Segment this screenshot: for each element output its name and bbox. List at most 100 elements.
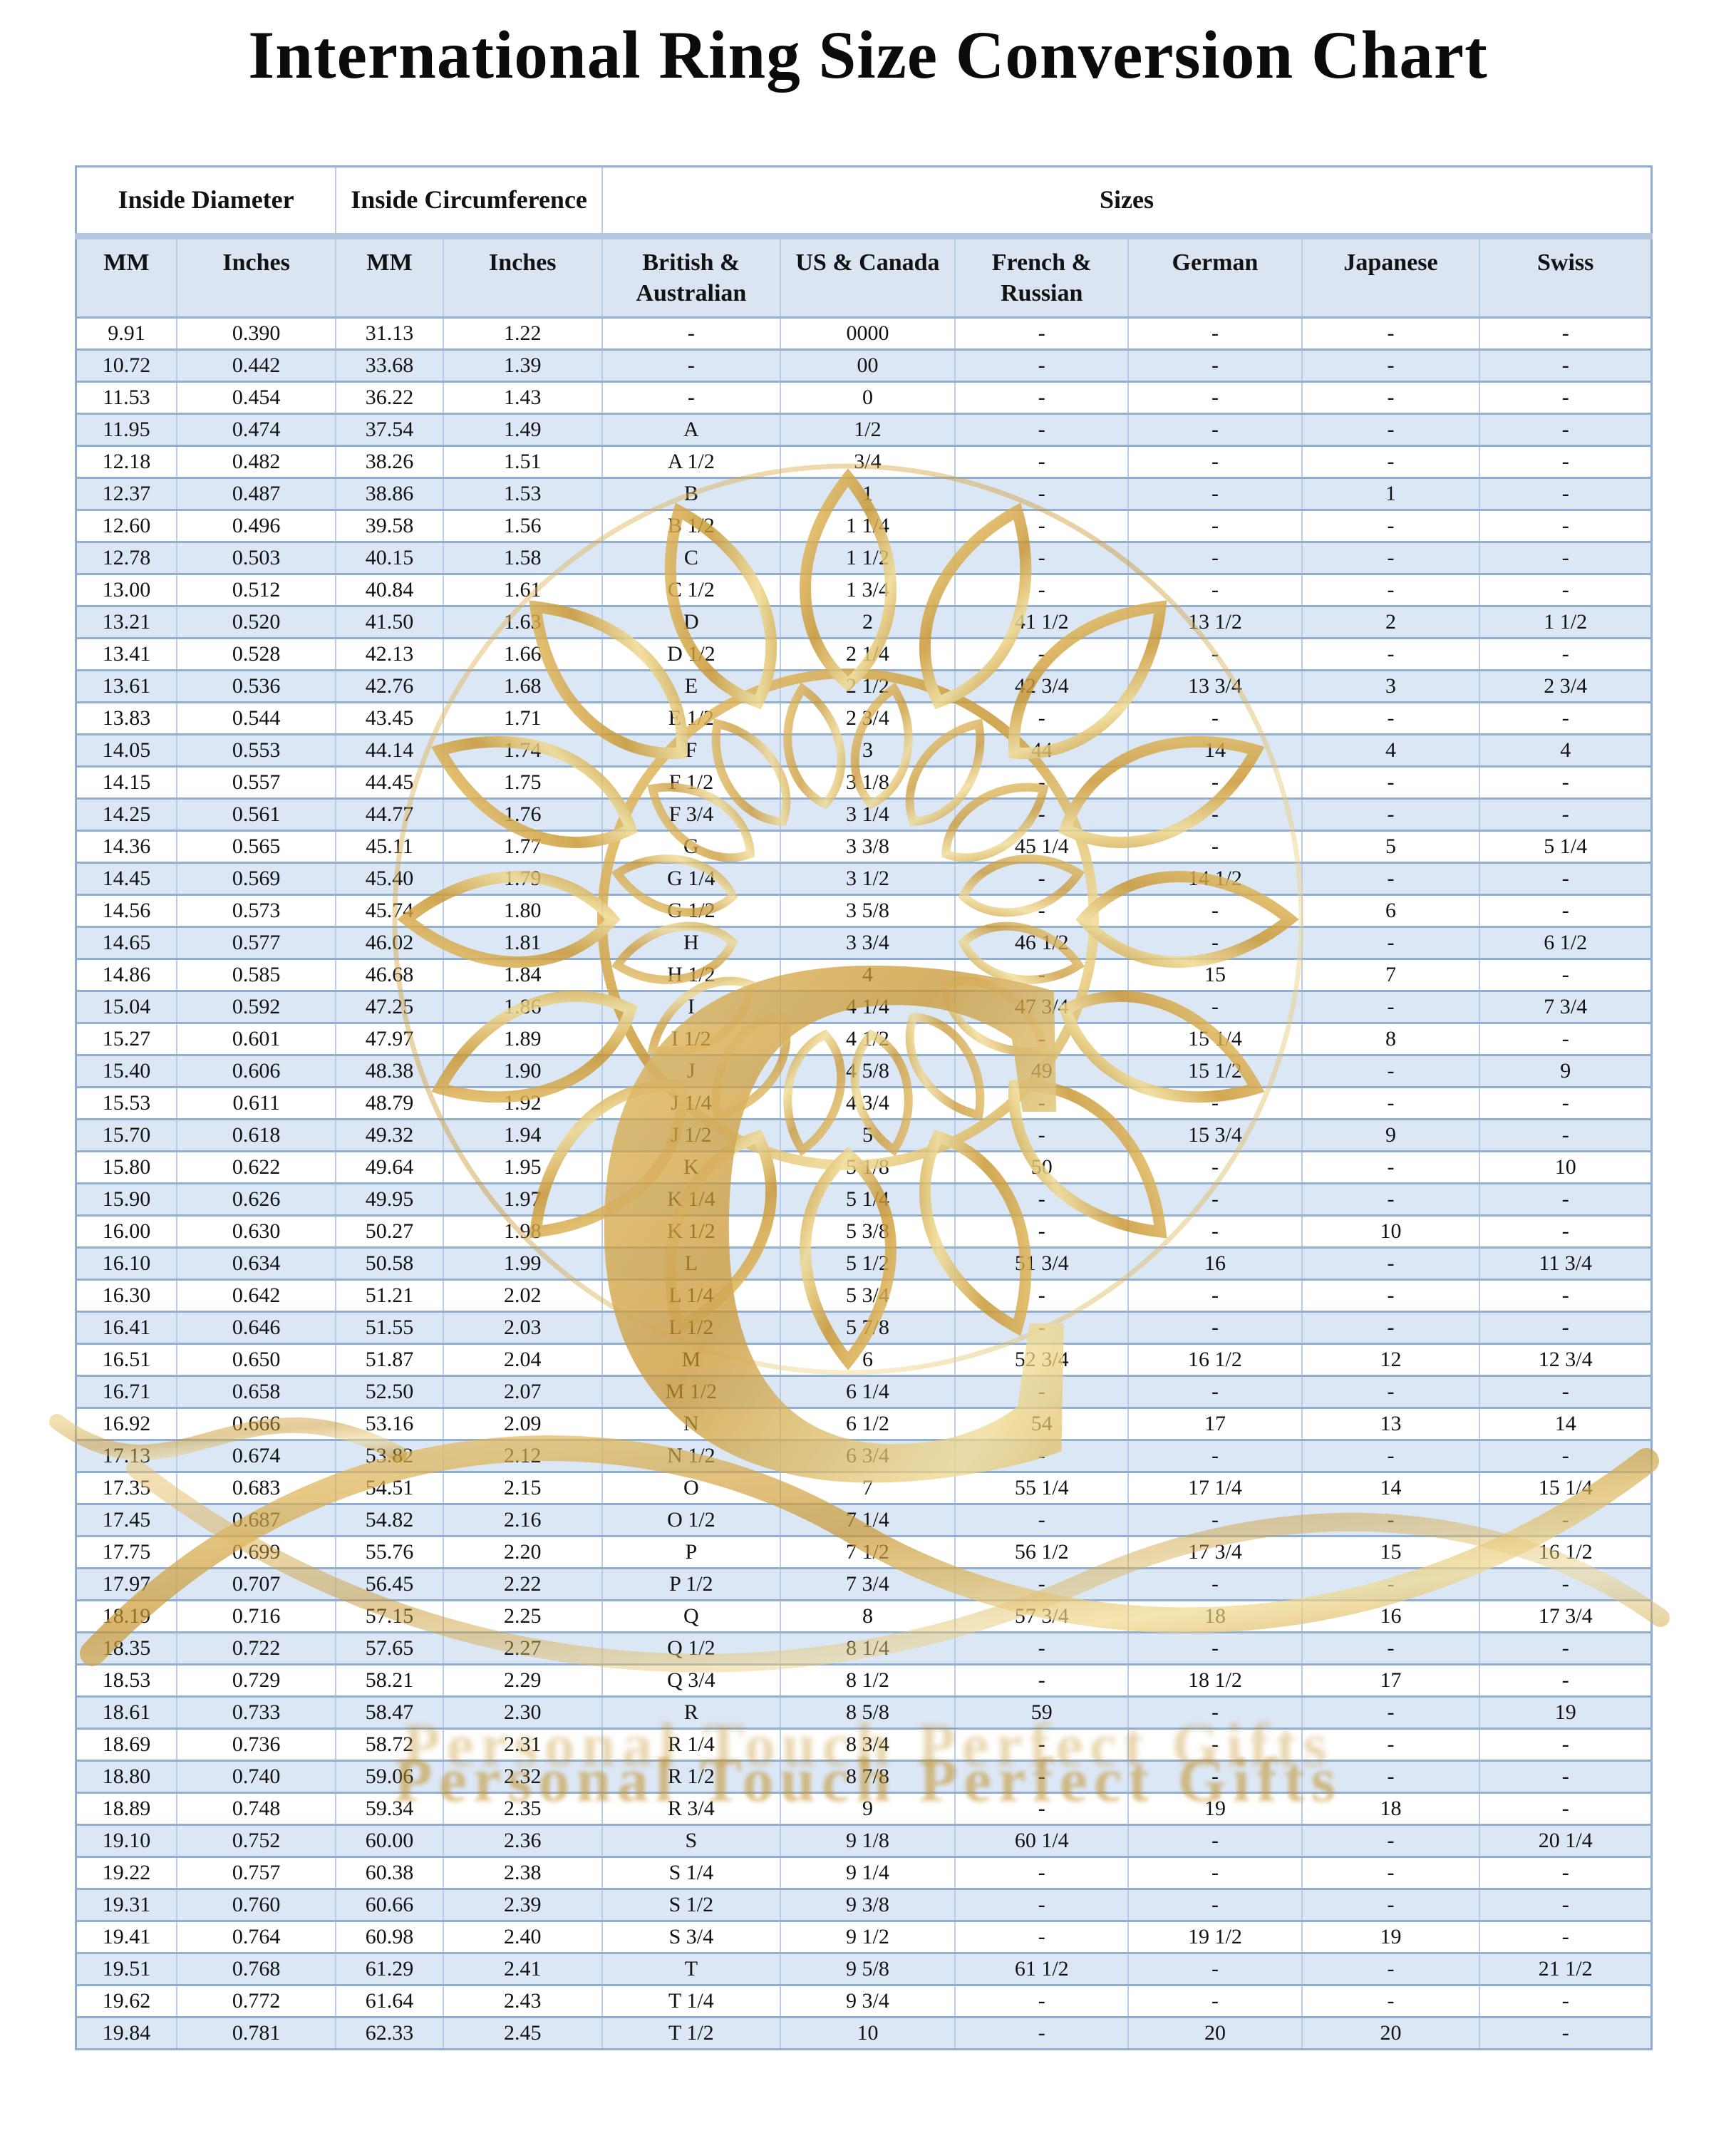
table-cell: 47.25 xyxy=(335,990,444,1024)
table-cell: - xyxy=(1301,1984,1481,2018)
table-cell: 31.13 xyxy=(335,316,444,351)
table-cell: 5 1/2 xyxy=(779,1246,956,1281)
table-cell: - xyxy=(954,509,1130,543)
table-row: 18.35 0.722 57.65 2.27 Q 1/2 8 1/4- - - - xyxy=(75,1631,1653,1666)
table-cell: - xyxy=(1301,797,1481,832)
table-cell: 10 xyxy=(1301,1214,1481,1249)
table-cell: 13.83 xyxy=(75,701,177,735)
table-cell: 1 1/4 xyxy=(779,509,956,543)
table-cell: 2.31 xyxy=(442,1728,603,1762)
table-cell: 48.79 xyxy=(335,1086,444,1120)
table-cell: 0.454 xyxy=(175,381,337,415)
table-cell: 14 xyxy=(1127,733,1303,768)
table-cell: 6 xyxy=(779,1343,956,1377)
table-cell: 10.72 xyxy=(75,348,177,383)
table-cell: 5 xyxy=(779,1118,956,1152)
table-cell: 1.39 xyxy=(442,348,603,383)
table-cell: 1 3/4 xyxy=(779,573,956,607)
table-cell: 3 xyxy=(1301,669,1481,703)
table-cell: - xyxy=(1301,316,1481,351)
table-cell: 5 1/4 xyxy=(779,1182,956,1217)
table-cell: 52.50 xyxy=(335,1375,444,1409)
table-cell: 0.553 xyxy=(175,733,337,768)
table-cell: S 1/4 xyxy=(601,1856,781,1890)
table-cell: 6 1/2 xyxy=(779,1407,956,1441)
table-cell: 38.26 xyxy=(335,445,444,479)
table-cell: 18.69 xyxy=(75,1728,177,1762)
table-cell: - xyxy=(1127,1279,1303,1313)
table-cell: - xyxy=(1479,477,1653,511)
table-cell: 15.90 xyxy=(75,1182,177,1217)
table-row: 18.61 0.733 58.47 2.30 R 8 5/8 59- -19 xyxy=(75,1695,1653,1730)
table-cell: 6 1/4 xyxy=(779,1375,956,1409)
table-cell: - xyxy=(954,1728,1130,1762)
table-cell: 36.22 xyxy=(335,381,444,415)
table-cell: - xyxy=(954,1663,1130,1698)
table-cell: - xyxy=(1127,1984,1303,2018)
table-cell: D 1/2 xyxy=(601,637,781,671)
table-cell: - xyxy=(954,1792,1130,1826)
table-cell: B 1/2 xyxy=(601,509,781,543)
table-cell: 16 xyxy=(1127,1246,1303,1281)
table-cell: - xyxy=(954,1503,1130,1537)
table-cell: - xyxy=(954,701,1130,735)
table-cell: 16 1/2 xyxy=(1479,1535,1653,1569)
table-cell: 6 1/2 xyxy=(1479,926,1653,960)
table-cell: 0.390 xyxy=(175,316,337,351)
table-cell: O xyxy=(601,1471,781,1505)
table-cell: - xyxy=(954,1375,1130,1409)
table-cell: - xyxy=(954,445,1130,479)
table-cell: 0.781 xyxy=(175,2016,337,2050)
table-cell: - xyxy=(1479,1631,1653,1666)
table-row: 19.51 0.768 61.29 2.41 T 9 5/8 61 1/2- -21 1/2 xyxy=(75,1952,1653,1986)
table-cell: 0.565 xyxy=(175,830,337,864)
table-cell: 9.91 xyxy=(75,316,177,351)
table-cell: 16.92 xyxy=(75,1407,177,1441)
table-cell: - xyxy=(1479,413,1653,447)
table-cell: - xyxy=(954,477,1130,511)
table-cell: J 1/4 xyxy=(601,1086,781,1120)
table-cell: - xyxy=(1127,316,1303,351)
table-cell: 0.487 xyxy=(175,477,337,511)
table-cell: 14.86 xyxy=(75,958,177,992)
table-cell: 45.74 xyxy=(335,894,444,928)
table-cell: - xyxy=(1127,701,1303,735)
table-cell: 2.02 xyxy=(442,1279,603,1313)
table-cell: - xyxy=(1127,797,1303,832)
table-cell: P 1/2 xyxy=(601,1567,781,1601)
table-cell: 47.97 xyxy=(335,1022,444,1056)
table-cell: 15.80 xyxy=(75,1150,177,1184)
table-cell: 7 1/4 xyxy=(779,1503,956,1537)
table-cell: - xyxy=(1479,1567,1653,1601)
table-cell: 17 xyxy=(1127,1407,1303,1441)
table-row: 15.40 0.606 48.38 1.90 J 4 5/8 49 15 1/2-9 xyxy=(75,1054,1653,1088)
table-cell: - xyxy=(954,1888,1130,1922)
table-cell: 17.13 xyxy=(75,1439,177,1473)
table-cell: 44.77 xyxy=(335,797,444,832)
table-cell: - xyxy=(954,1439,1130,1473)
table-cell: 13 1/2 xyxy=(1127,605,1303,639)
table-cell: L xyxy=(601,1246,781,1281)
table-cell: N xyxy=(601,1407,781,1441)
table-cell: K xyxy=(601,1150,781,1184)
table-cell: - xyxy=(954,381,1130,415)
table-cell: 49.32 xyxy=(335,1118,444,1152)
table-cell: 16.00 xyxy=(75,1214,177,1249)
table-cell: 2.30 xyxy=(442,1695,603,1730)
table-cell: - xyxy=(1479,1856,1653,1890)
table-cell: 1.58 xyxy=(442,541,603,575)
table-cell: - xyxy=(954,765,1130,800)
table-cell: 14 xyxy=(1301,1471,1481,1505)
table-cell: 56.45 xyxy=(335,1567,444,1601)
table-cell: 0.474 xyxy=(175,413,337,447)
table-cell: 19.51 xyxy=(75,1952,177,1986)
table-cell: - xyxy=(954,1567,1130,1601)
table-cell: - xyxy=(1479,1182,1653,1217)
table-row: 17.97 0.707 56.45 2.22 P 1/2 7 3/4- - - - xyxy=(75,1567,1653,1601)
table-cell: 0.592 xyxy=(175,990,337,1024)
table-cell: 60.38 xyxy=(335,1856,444,1890)
table-row: 13.21 0.520 41.50 1.63 D 2 41 1/2 13 1/2 2 1 1/2 xyxy=(75,605,1653,639)
table-cell: 13 xyxy=(1301,1407,1481,1441)
table-cell: 1.43 xyxy=(442,381,603,415)
table-cell: 47 3/4 xyxy=(954,990,1130,1024)
